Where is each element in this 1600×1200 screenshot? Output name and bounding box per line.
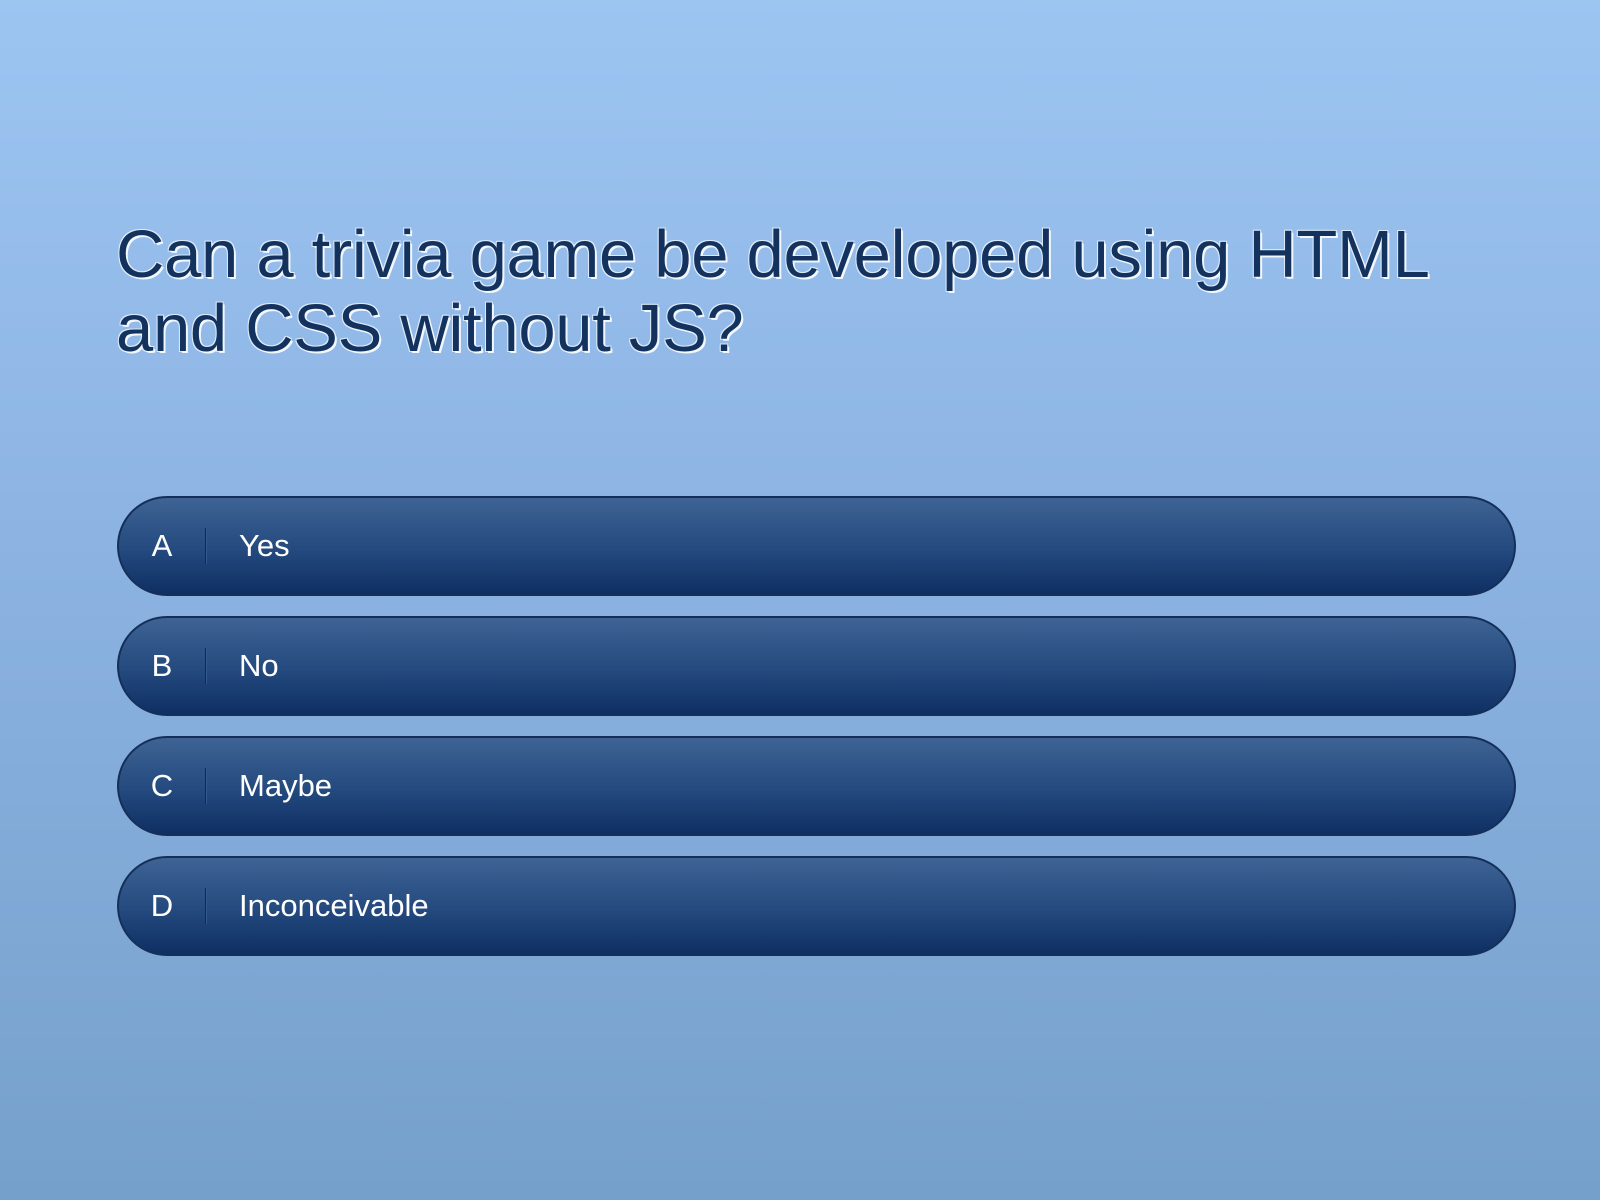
answer-option-b[interactable]: B No: [117, 616, 1516, 716]
answer-letter: A: [151, 528, 173, 563]
answer-letter: C: [150, 768, 174, 803]
answer-divider: [205, 888, 207, 924]
answer-letter: B: [151, 648, 173, 683]
answer-option-a[interactable]: A Yes: [117, 496, 1516, 596]
answer-letter: D: [150, 888, 174, 923]
answer-text: Maybe: [239, 768, 333, 803]
answer-list: A Yes B No C Maybe D Inconceivable: [117, 496, 1516, 976]
answer-text: Yes: [239, 528, 290, 563]
answer-divider: [205, 648, 207, 684]
answer-divider: [205, 528, 207, 564]
question-text: Can a trivia game be developed using HTM…: [116, 217, 1428, 366]
answer-text: No: [239, 648, 279, 683]
answer-option-d[interactable]: D Inconceivable: [117, 856, 1516, 956]
answer-divider: [205, 768, 207, 804]
answer-option-c[interactable]: C Maybe: [117, 736, 1516, 836]
answer-text: Inconceivable: [239, 888, 429, 923]
